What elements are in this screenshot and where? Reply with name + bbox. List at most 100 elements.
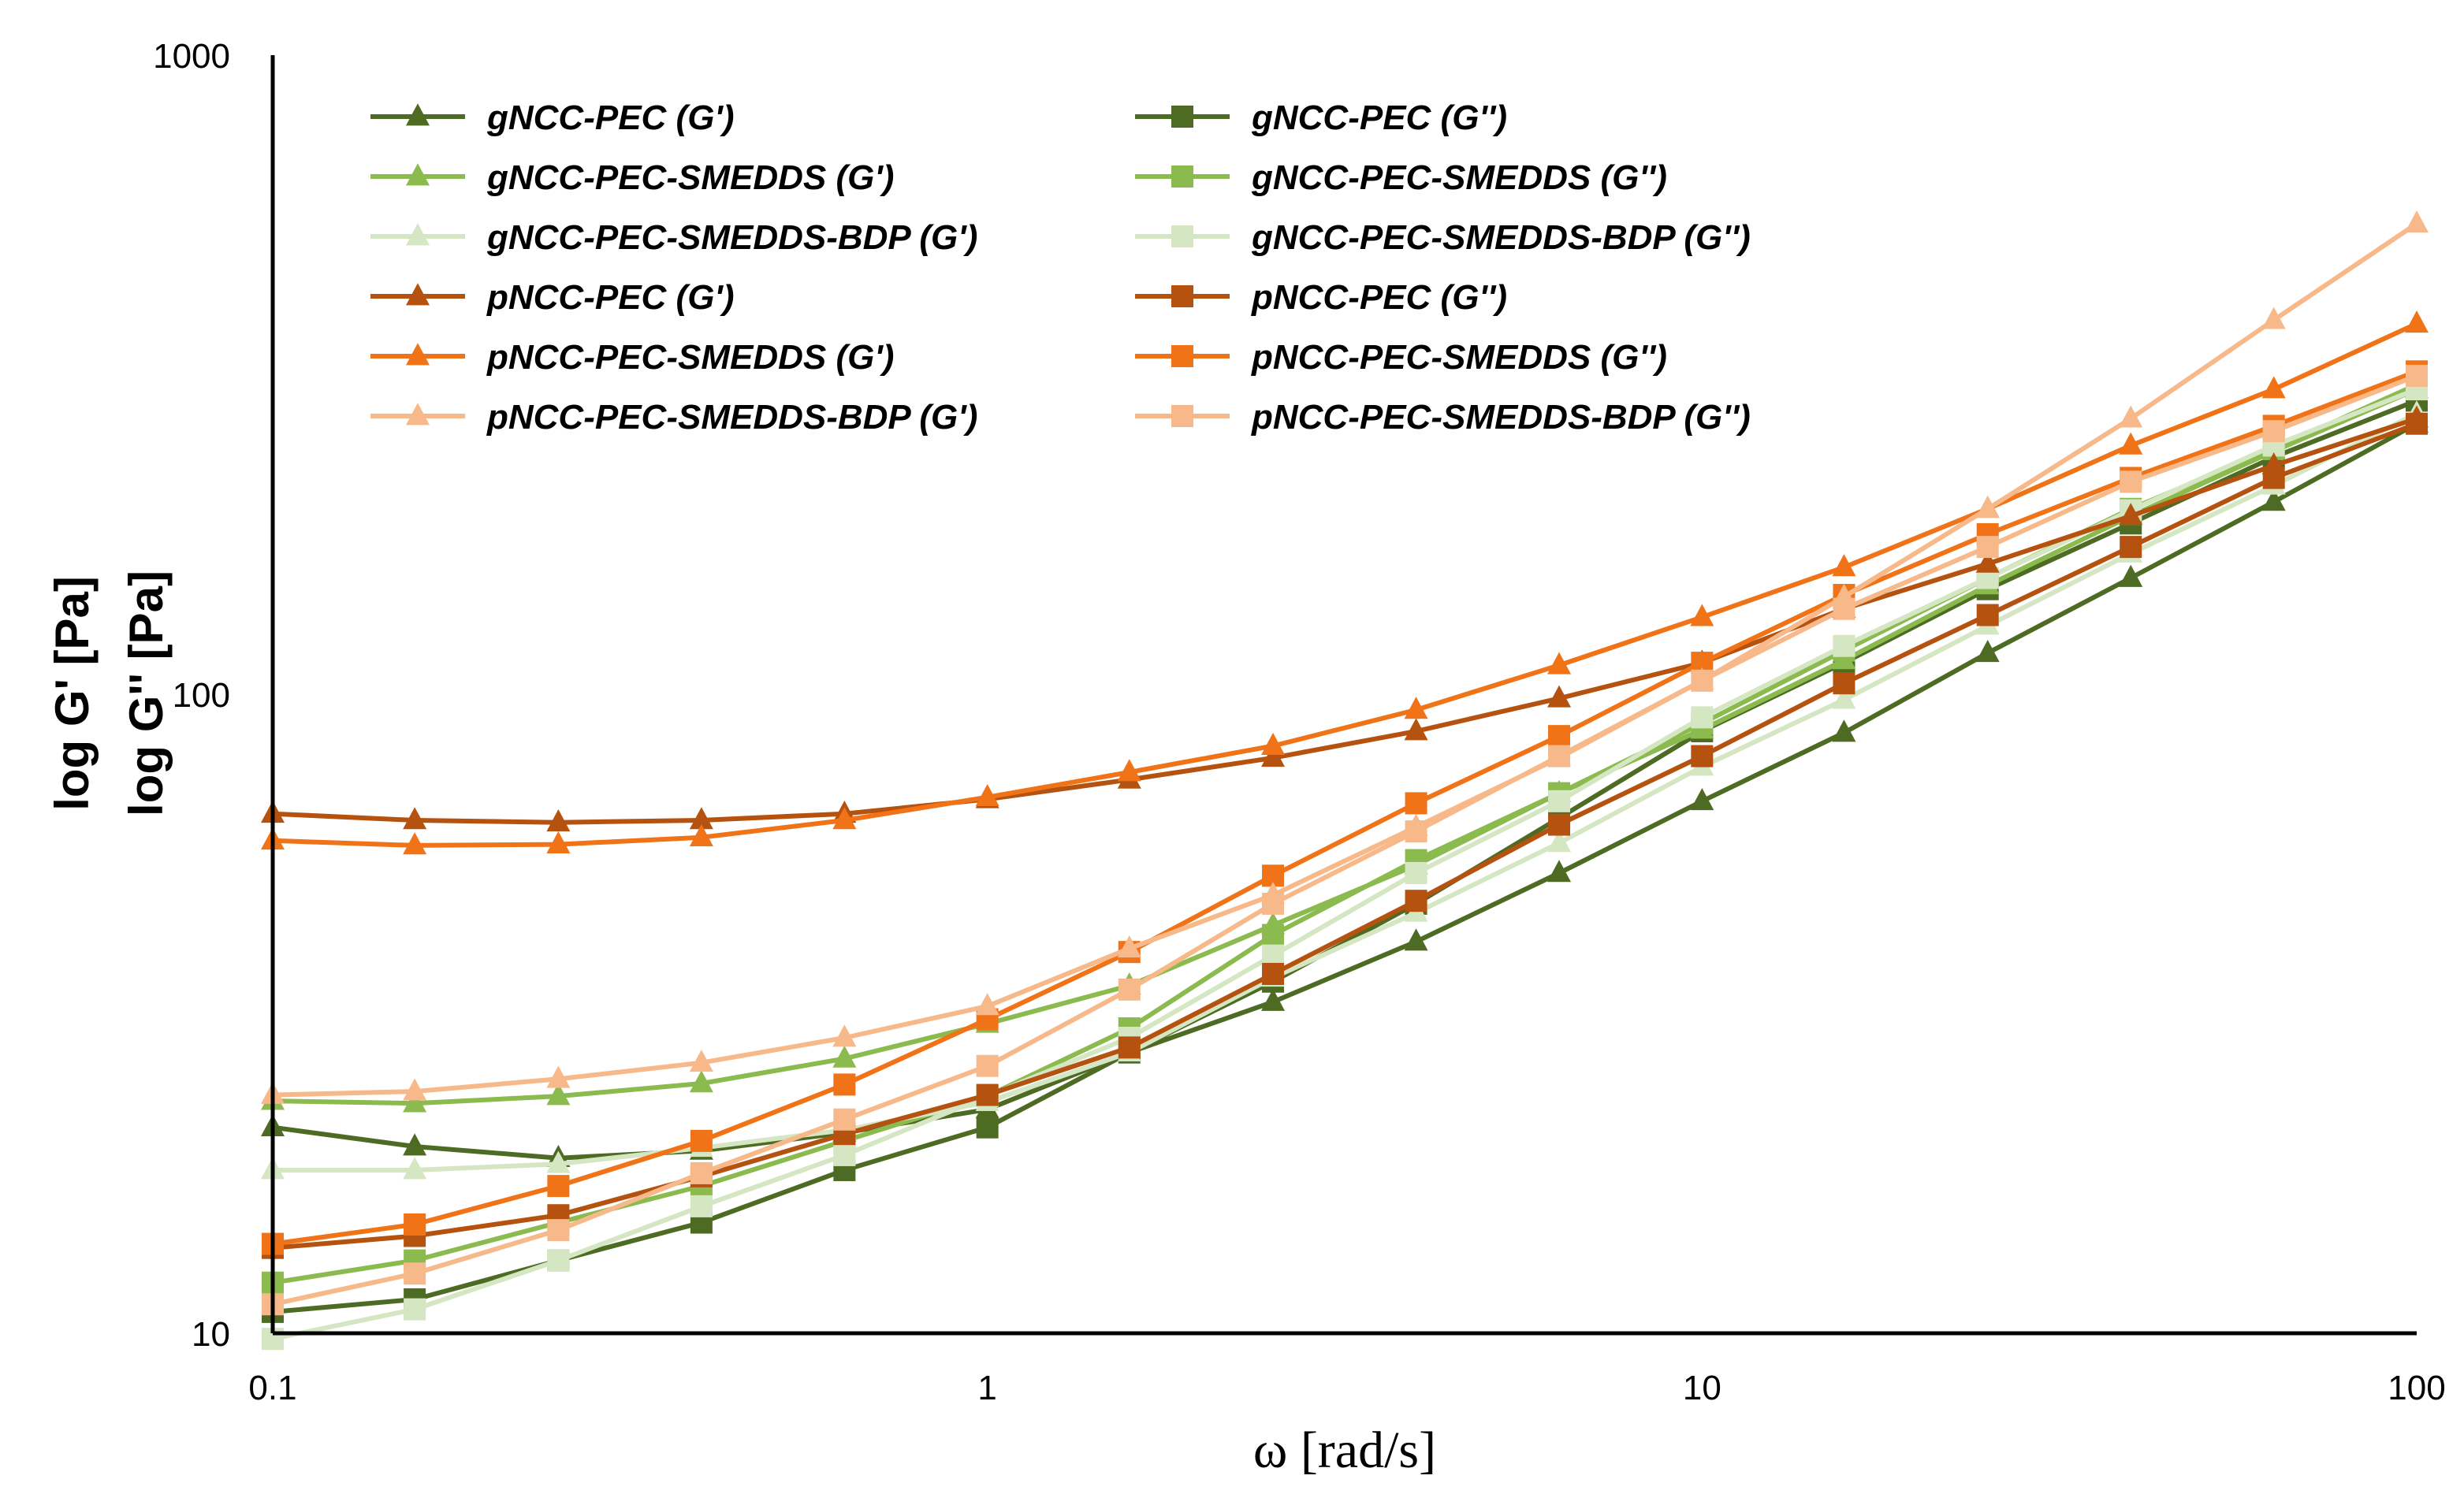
data-point [1261,745,1286,767]
legend-label: gNCC-PEC (G'') [1251,98,1507,137]
data-point [403,807,427,830]
data-point [404,1262,426,1285]
data-point [689,807,713,830]
legend-item: pNCC-PEC-SMEDDS (G'') [1135,338,1667,377]
legend-marker [406,163,430,186]
data-point [2119,405,2143,428]
data-point [1117,935,1141,958]
series-gncc-pec-smedds-bdp-g-prime [261,400,2429,1180]
data-point [1118,1036,1141,1059]
data-point [832,1024,857,1047]
legend-item: pNCC-PEC-SMEDDS (G') [370,338,894,377]
legend-marker [1171,225,1193,247]
legend-marker [406,283,430,306]
data-point [1832,554,1856,577]
series-line [272,387,2418,1342]
series-line [272,416,2417,825]
data-point [547,1219,570,1242]
legend-label: pNCC-PEC (G'') [1251,278,1507,317]
series-line [272,321,2418,848]
data-point [833,1108,856,1131]
data-point [2120,470,2142,493]
series-layer [261,210,2429,1351]
y-tick-label: 1000 [153,37,230,76]
legend-marker [1171,345,1193,367]
legend-item: gNCC-PEC (G'') [1135,98,1507,137]
data-point [1690,604,1714,626]
data-point [1975,496,2000,518]
legend-marker [1171,285,1193,307]
data-point [2261,376,2286,399]
data-point [1547,830,1572,853]
data-point [2405,310,2429,333]
data-point [1262,924,1285,946]
data-point [2119,564,2143,587]
data-point [1548,745,1571,767]
data-point [1548,790,1571,812]
y-axis-title-g-double-prime: log G'' [Pa] [120,570,173,816]
data-point [690,1129,713,1152]
series-line [272,221,2418,1098]
data-point [975,783,999,807]
data-point [2119,432,2143,455]
legend-item: gNCC-PEC (G') [370,98,735,137]
legend-item: gNCC-PEC-SMEDDS (G'') [1135,158,1667,197]
legend: gNCC-PEC (G') gNCC-PEC (G'') gNCC-PEC-SMED… [370,98,1751,437]
data-point [1690,788,1714,811]
data-point [546,831,571,853]
data-point [1691,706,1714,729]
x-tick-label: 1 [977,1369,996,1407]
legend-label: pNCC-PEC-SMEDDS (G'') [1251,338,1667,377]
y-tick-label: 10 [192,1315,230,1354]
legend-label: gNCC-PEC-SMEDDS (G') [486,158,894,197]
data-point [1118,978,1141,1001]
series-line [272,382,2418,1285]
legend-label: pNCC-PEC (G') [486,278,735,317]
data-point [833,1143,856,1166]
legend-item: gNCC-PEC-SMEDDS (G') [370,158,894,197]
tick-layer: 0.1 1 10 100 10 100 1000 [153,37,2446,1407]
data-point [690,1161,713,1184]
data-point [689,1050,713,1072]
data-point [1117,759,1141,782]
data-point [404,1213,426,1236]
data-point [1262,962,1285,985]
legend-label: pNCC-PEC-SMEDDS (G') [486,338,894,377]
legend-item: pNCC-PEC (G'') [1135,278,1507,317]
series-line [272,369,2418,1247]
legend-marker [406,343,430,366]
series-pncc-pec-g-double-prime [262,412,2428,1259]
data-point [1547,652,1572,675]
data-point [689,1070,713,1093]
legend-marker [1171,165,1193,188]
data-point [1262,944,1285,967]
x-axis-title: ω [rad/s] [1253,1422,1436,1479]
legend-item: gNCC-PEC-SMEDDS-BDP (G') [370,218,977,257]
legend-item: pNCC-PEC-SMEDDS-BDP (G'') [1135,398,1751,437]
data-point [976,1116,999,1139]
data-point [1261,732,1286,755]
data-point [975,993,999,1016]
legend-marker [406,403,430,426]
legend-label: gNCC-PEC (G') [486,98,735,137]
data-point [1404,697,1428,719]
data-point [2262,466,2285,489]
legend-label: pNCC-PEC-SMEDDS-BDP (G'') [1251,398,1751,437]
x-tick-label: 100 [2388,1369,2445,1407]
data-point [2119,503,2143,526]
data-point [832,1045,857,1068]
data-point [403,1157,427,1180]
data-point [2405,210,2429,233]
series-line [273,411,2418,1173]
data-point [547,1249,570,1272]
legend-marker [1171,405,1193,427]
data-point [404,1298,426,1321]
legend-marker [406,223,430,246]
series-pncc-pec-smedds-bdp-g-double-prime [262,364,2428,1316]
data-point [1548,725,1571,748]
data-point [2261,307,2286,329]
data-point [546,1083,571,1106]
data-point [547,1175,570,1198]
axis-layer [270,55,2417,1336]
